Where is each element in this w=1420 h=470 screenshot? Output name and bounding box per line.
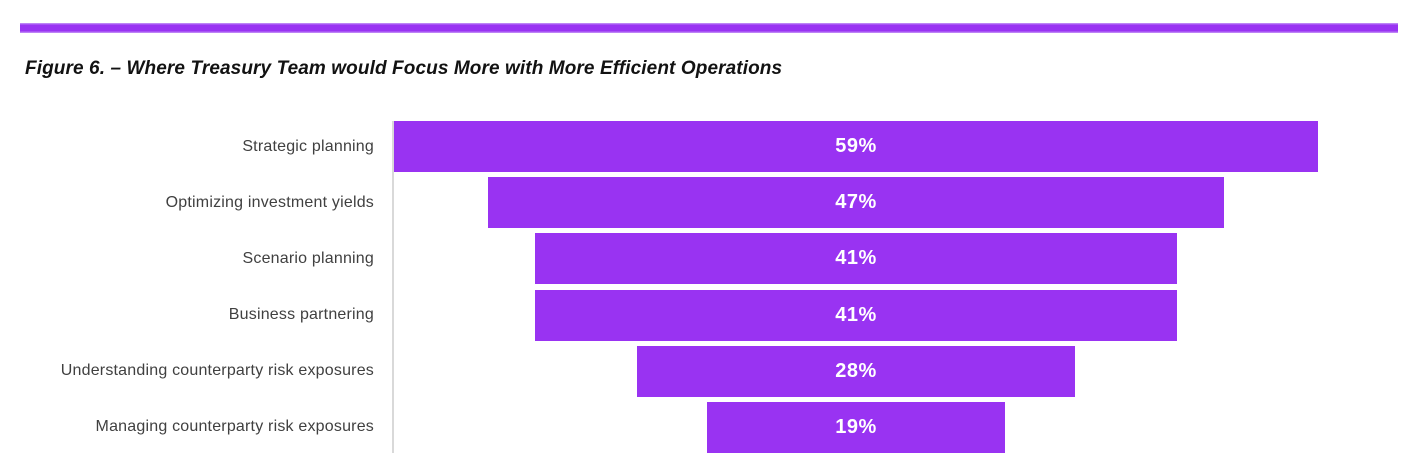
bar: 59% bbox=[394, 121, 1318, 172]
bar: 41% bbox=[534, 289, 1178, 341]
category-label: Managing counterparty risk exposures bbox=[95, 418, 374, 436]
figure-title-text: – Where Treasury Team would Focus More w… bbox=[105, 58, 783, 79]
bar: 47% bbox=[487, 177, 1225, 229]
funnel-bar-chart: Strategic planning 59% Optimizing investme… bbox=[0, 121, 1420, 458]
category-label: Understanding counterparty risk exposure… bbox=[60, 362, 374, 380]
bar: 28% bbox=[636, 345, 1076, 397]
chart-row: Optimizing investment yields 47% bbox=[0, 177, 1420, 229]
bar-track: 41% bbox=[394, 233, 1318, 285]
figure-title: Figure 6. – Where Treasury Team would Fo… bbox=[25, 56, 782, 81]
chart-rows: Strategic planning 59% Optimizing investme… bbox=[0, 121, 1420, 458]
chart-row: Business partnering 41% bbox=[0, 289, 1420, 341]
bar-track: 28% bbox=[394, 345, 1318, 397]
data-label: 41% bbox=[835, 247, 877, 270]
category-label: Scenario planning bbox=[242, 249, 374, 267]
bar: 19% bbox=[707, 401, 1005, 453]
chart-row: Scenario planning 41% bbox=[0, 233, 1420, 285]
data-label: 41% bbox=[835, 303, 877, 326]
chart-row: Managing counterparty risk exposures 19% bbox=[0, 401, 1420, 453]
category-label: Strategic planning bbox=[242, 137, 374, 155]
bar-track: 59% bbox=[394, 121, 1318, 172]
accent-rule bbox=[20, 23, 1398, 33]
bar-track: 41% bbox=[394, 289, 1318, 341]
data-label: 28% bbox=[835, 359, 877, 382]
figure-title-prefix: Figure 6. bbox=[25, 58, 106, 79]
category-label: Optimizing investment yields bbox=[165, 193, 374, 211]
data-label: 19% bbox=[835, 415, 877, 438]
bar-track: 19% bbox=[394, 401, 1318, 453]
chart-row: Understanding counterparty risk exposure… bbox=[0, 345, 1420, 397]
category-axis-line bbox=[392, 121, 394, 453]
bar-track: 47% bbox=[394, 177, 1318, 229]
data-label: 47% bbox=[835, 191, 877, 214]
bar: 41% bbox=[534, 233, 1178, 285]
chart-row: Strategic planning 59% bbox=[0, 121, 1420, 172]
data-label: 59% bbox=[835, 135, 877, 157]
category-label: Business partnering bbox=[228, 306, 374, 324]
